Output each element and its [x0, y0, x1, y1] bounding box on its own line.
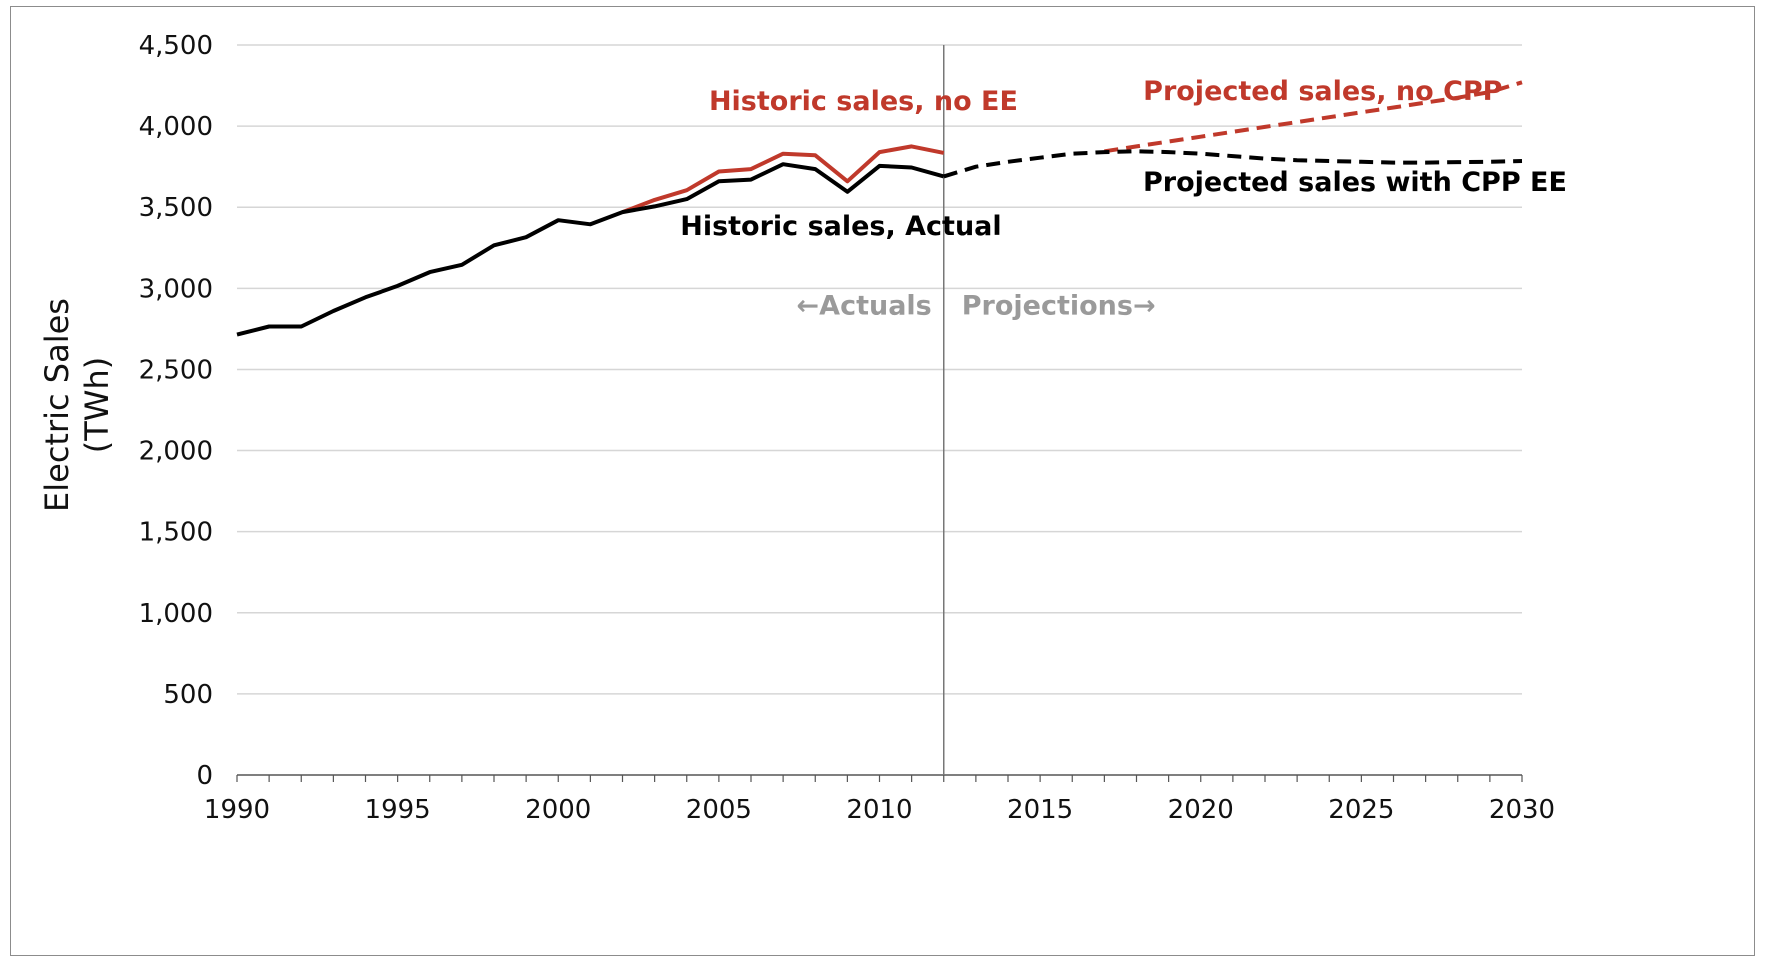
region-labels: ←Actuals Projections→ [797, 291, 1156, 322]
chart-frame [10, 6, 1755, 956]
x-tick-label: 2025 [1328, 795, 1394, 825]
y-tick-label: 1,500 [139, 518, 213, 548]
x-tick-label: 2010 [846, 795, 912, 825]
series-lines [236, 80, 1523, 337]
x-tick-label: 2005 [686, 795, 752, 825]
y-tick-label: 2,000 [139, 437, 213, 467]
series-annotation: Historic sales, Actual [680, 211, 1001, 242]
x-tick-label: 2030 [1489, 795, 1555, 825]
actuals-label: ←Actuals [797, 291, 932, 322]
x-tick-label: 2000 [525, 795, 591, 825]
series-line-historic-sales-no-ee [621, 144, 945, 214]
y-tick-label: 2,500 [139, 355, 213, 385]
y-tick-label: 0 [196, 761, 213, 791]
x-tick-label: 1990 [204, 795, 270, 825]
x-tick-label: 1995 [365, 795, 431, 825]
y-axis-label-line-2: (TWh) [78, 357, 116, 453]
y-tick-label: 4,000 [139, 112, 213, 142]
y-axis-label-line-1: Electric Sales [38, 298, 76, 512]
x-tick-label: 2020 [1168, 795, 1234, 825]
series-annotation: Projected sales with CPP EE [1143, 167, 1567, 198]
y-axis-ticks: 0 500 1,000 1,500 2,000 2,500 3,000 3,500 4,000 4… [139, 31, 213, 791]
projections-label: Projections→ [962, 291, 1156, 322]
gridlines [237, 44, 1522, 695]
series-line-projected-sales-no-cpp [1104, 80, 1523, 154]
y-tick-label: 4,500 [139, 31, 213, 61]
x-axis-ticks: 1990 1995 2000 2005 2010 2015 2020 2025 2030 [204, 775, 1555, 825]
series-line-projected-sales-with-cpp-ee [943, 149, 1523, 179]
series-annotation: Historic sales, no EE [709, 86, 1018, 117]
y-tick-label: 3,500 [139, 193, 213, 223]
y-tick-label: 1,000 [139, 599, 213, 629]
y-tick-label: 3,000 [139, 274, 213, 304]
x-tick-label: 2015 [1007, 795, 1073, 825]
series-annotations: Historic sales, no EE Historic sales, Act… [680, 76, 1567, 242]
y-tick-label: 500 [163, 680, 213, 710]
series-annotation: Projected sales, no CPP [1143, 76, 1502, 107]
series-line-historic-sales-actual [236, 162, 945, 337]
